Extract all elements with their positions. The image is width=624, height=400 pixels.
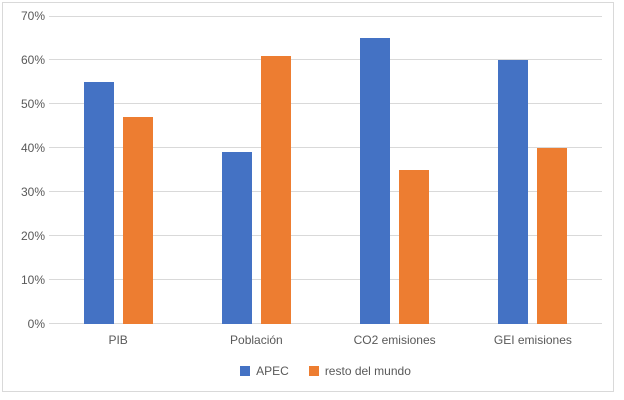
legend-swatch-icon xyxy=(308,366,319,376)
x-tick-label-co2-emisiones: CO2 emisiones xyxy=(353,333,436,347)
gridline-0 xyxy=(49,323,602,324)
bar-pib-resto-del-mundo xyxy=(122,117,153,324)
y-tick-label-0: 0% xyxy=(27,317,45,331)
bar-gei-emisiones-apec xyxy=(498,60,529,324)
bar-co2-emisiones-apec xyxy=(360,38,391,324)
y-tick-label-50: 50% xyxy=(20,97,45,111)
x-tick-label-pib: PIB xyxy=(108,333,128,347)
legend-item-apec: APEC xyxy=(240,364,289,378)
gridline-20 xyxy=(49,235,602,236)
gridline-70 xyxy=(49,16,602,17)
gridline-60 xyxy=(49,59,602,60)
y-tick-label-20: 20% xyxy=(20,229,45,243)
bar-población-apec xyxy=(221,152,252,324)
y-tick-label-10: 10% xyxy=(20,273,45,287)
legend-label: APEC xyxy=(256,364,289,378)
bar-gei-emisiones-resto-del-mundo xyxy=(537,148,568,324)
bar-población-resto-del-mundo xyxy=(260,55,291,324)
legend-label: resto del mundo xyxy=(324,364,411,378)
plot-area xyxy=(49,16,602,324)
x-tick-label-gei-emisiones: GEI emisiones xyxy=(493,333,572,347)
x-tick-label-población: Población xyxy=(230,333,283,347)
y-tick-label-70: 70% xyxy=(20,9,45,23)
gridline-40 xyxy=(49,147,602,148)
gridline-30 xyxy=(49,191,602,192)
y-tick-label-30: 30% xyxy=(20,185,45,199)
legend: APEC resto del mundo xyxy=(49,364,602,378)
bar-pib-apec xyxy=(83,82,114,324)
chart-frame: 0% 10% 20% 30% 40% 50% 60% 70% PIB Población CO2 … xyxy=(2,2,614,392)
gridline-10 xyxy=(49,279,602,280)
y-tick-label-60: 60% xyxy=(20,53,45,67)
bar-co2-emisiones-resto-del-mundo xyxy=(399,170,430,324)
legend-swatch-icon xyxy=(240,366,251,376)
legend-item-resto-del-mundo: resto del mundo xyxy=(308,364,411,378)
y-tick-label-40: 40% xyxy=(20,141,45,155)
gridline-50 xyxy=(49,103,602,104)
